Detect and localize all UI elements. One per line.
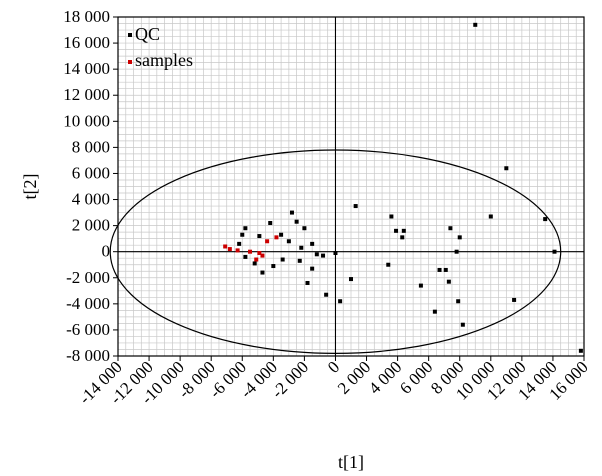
point-qc: [279, 232, 284, 237]
zero-axes: [118, 17, 584, 356]
plot-border: [117, 16, 585, 357]
point-samples: [265, 239, 270, 244]
x-tick-label: 6 000: [396, 357, 436, 397]
y-tick-label: 4 000: [72, 190, 110, 209]
x-tick-label: 2 000: [334, 357, 374, 397]
legend-marker-qc: [128, 33, 132, 37]
point-samples: [254, 257, 259, 262]
legend-label-qc: QC: [135, 24, 160, 44]
point-qc: [310, 241, 315, 246]
confidence-ellipse: [109, 149, 562, 354]
y-tick-label: 18 000: [63, 7, 110, 26]
point-qc: [314, 252, 319, 257]
point-qc: [389, 214, 394, 219]
y-tick-label: 16 000: [63, 33, 110, 52]
point-qc: [512, 297, 517, 302]
point-qc: [400, 235, 405, 240]
x-tick-label: 4 000: [365, 357, 405, 397]
point-qc: [460, 322, 465, 327]
y-tick-label: 6 000: [72, 163, 110, 182]
point-qc: [321, 253, 326, 258]
point-qc: [543, 217, 548, 222]
point-qc: [257, 234, 262, 239]
point-qc: [401, 228, 406, 233]
y-tick-label: 2 000: [72, 216, 110, 235]
point-qc: [349, 277, 353, 282]
point-qc: [240, 232, 245, 237]
point-qc: [299, 245, 304, 250]
x-axis-title: t[1]: [338, 452, 364, 472]
point-qc: [353, 204, 358, 209]
point-qc: [488, 214, 493, 219]
y-axis-title: t[2]: [20, 174, 40, 200]
legend-label-samples: samples: [135, 50, 193, 70]
point-qc: [552, 249, 557, 254]
point-qc: [324, 292, 329, 297]
point-qc: [578, 348, 583, 353]
data-points: [223, 22, 583, 353]
y-tick-label: 10 000: [63, 111, 110, 130]
point-qc: [268, 221, 273, 226]
point-qc: [289, 210, 294, 215]
x-axis-ticks: -14 000-12 000-10 000-8 000-6 000-4 000-…: [75, 356, 592, 408]
point-qc: [294, 219, 299, 224]
point-qc: [333, 250, 338, 255]
point-qc: [418, 283, 423, 288]
point-qc: [297, 258, 302, 263]
point-qc: [457, 235, 462, 240]
point-qc: [443, 267, 448, 272]
point-qc: [243, 254, 248, 259]
point-qc: [446, 279, 451, 284]
point-qc: [437, 267, 442, 272]
y-tick-label: 0: [102, 242, 111, 261]
y-tick-label: -2 000: [66, 268, 110, 287]
point-qc: [243, 226, 248, 231]
y-tick-label: 12 000: [63, 85, 110, 104]
x-tick-label: 0: [324, 357, 343, 376]
point-samples: [235, 248, 240, 253]
point-qc: [286, 239, 291, 244]
legend-marker-samples: [128, 60, 132, 64]
point-qc: [260, 270, 265, 275]
legend: QC samples: [128, 24, 193, 70]
grid: [117, 16, 585, 357]
point-qc: [302, 226, 307, 231]
point-qc: [473, 22, 478, 27]
point-qc: [252, 261, 257, 266]
point-qc: [432, 309, 437, 314]
point-qc: [310, 266, 315, 271]
y-axis-ticks: -8 000 -6 000 -4 000 -2 000 0 2 000 4 000 6 000…: [63, 7, 118, 365]
point-qc: [271, 264, 276, 269]
point-qc: [454, 249, 459, 254]
point-samples: [223, 244, 228, 249]
point-qc: [280, 257, 285, 262]
point-qc: [504, 166, 509, 171]
point-samples: [257, 250, 262, 255]
point-samples: [248, 249, 253, 254]
y-tick-label: -6 000: [66, 320, 110, 339]
point-qc: [237, 241, 242, 246]
point-qc: [456, 299, 461, 304]
y-tick-label: -8 000: [66, 346, 110, 365]
point-qc: [305, 280, 310, 285]
y-tick-label: -4 000: [66, 294, 110, 313]
point-samples: [260, 253, 265, 258]
point-qc: [394, 228, 399, 233]
point-samples: [274, 235, 279, 240]
point-samples: [227, 247, 232, 252]
y-tick-label: 14 000: [63, 59, 110, 78]
y-tick-label: 8 000: [72, 137, 110, 156]
point-qc: [448, 226, 453, 231]
point-qc: [338, 299, 343, 304]
point-qc: [386, 262, 391, 267]
